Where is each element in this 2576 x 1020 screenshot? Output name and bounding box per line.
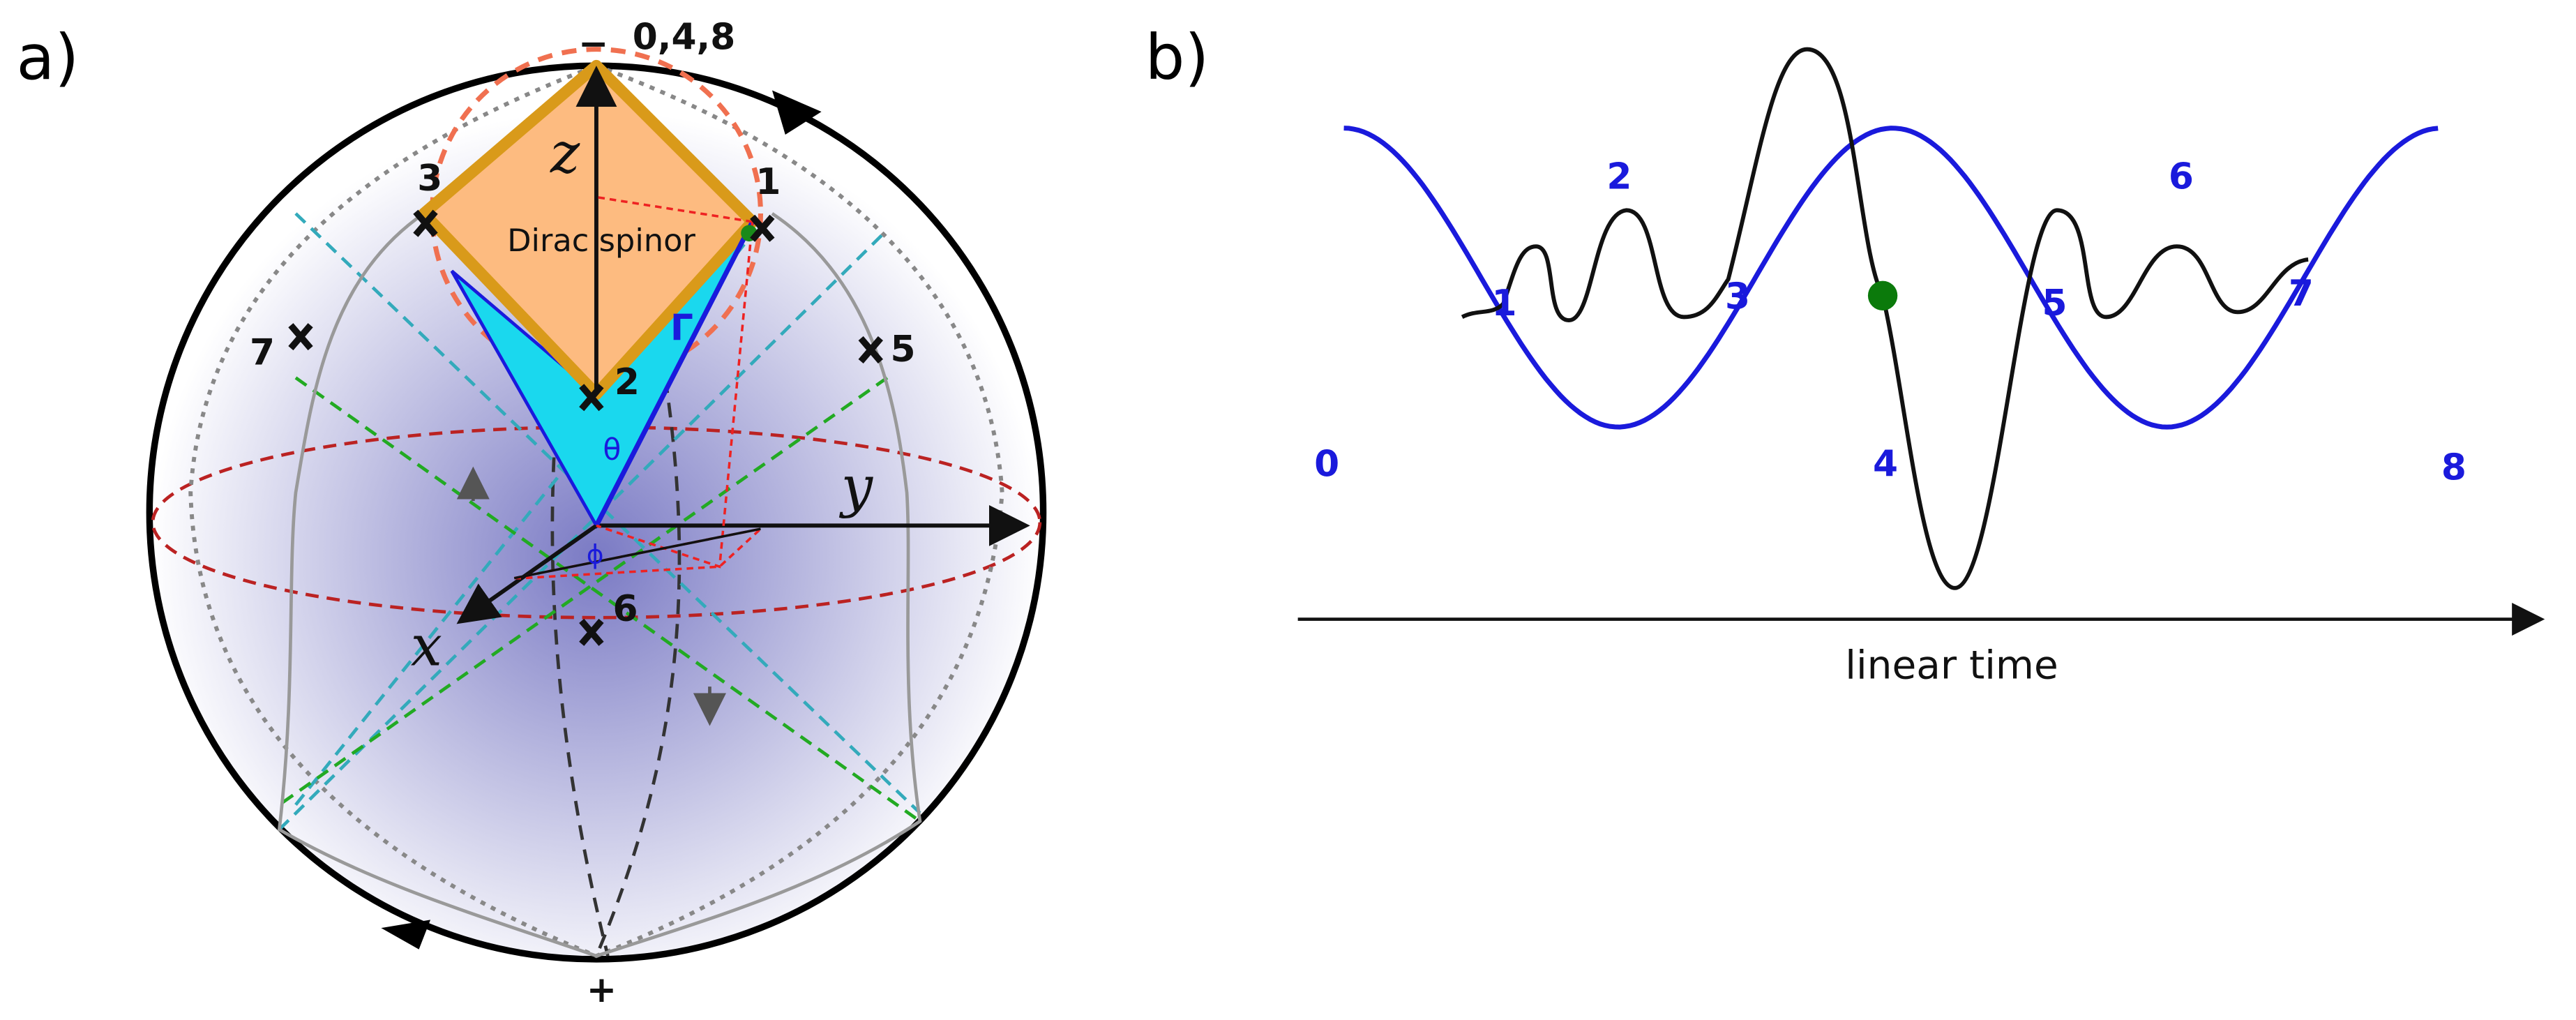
point-label: 3 <box>1725 276 1750 318</box>
panel-label: b) <box>1145 22 1210 94</box>
point-label: 2 <box>615 361 640 403</box>
phi-label: ϕ <box>587 539 604 570</box>
rotation-arrow <box>771 90 822 135</box>
gamma-vector <box>594 220 755 527</box>
bloch-sphere: a) − 0,4,8 + z y x Dirac spinor Γ θ ϕ 1 … <box>17 17 1047 1011</box>
guide-line <box>278 376 921 823</box>
guide-line <box>278 212 921 831</box>
black-wave <box>1461 47 2309 590</box>
axis-label: z <box>550 121 580 186</box>
panel-b: b) linear time 0 1 2 3 4 5 6 7 8 <box>1145 22 2545 688</box>
point-label: 7 <box>250 332 275 374</box>
point-label: 5 <box>891 329 916 370</box>
axis-label: y <box>839 454 874 519</box>
axis-label: x <box>411 613 442 678</box>
gamma-label: Γ <box>670 307 693 349</box>
rotation-arrow <box>381 920 431 950</box>
x-axis <box>456 523 598 624</box>
point-label: 6 <box>2169 156 2194 198</box>
spinor-label: Dirac spinor <box>507 222 695 259</box>
point-label: 5 <box>2042 283 2067 324</box>
theta-label: θ <box>603 433 621 467</box>
plane <box>513 527 761 580</box>
equator <box>151 425 1042 620</box>
wavy-path <box>277 212 922 958</box>
state-dot <box>1867 280 1898 310</box>
panel-label: a) <box>17 22 80 94</box>
point-markers <box>288 209 883 646</box>
pole-sign: + <box>587 969 617 1011</box>
point-label: 3 <box>417 158 442 200</box>
point-label: 1 <box>755 161 781 203</box>
axis-label: linear time <box>1845 643 2058 688</box>
point-label: 0 <box>1314 444 1339 486</box>
point-label: 2 <box>1606 156 1632 198</box>
point-label: 4 <box>1873 444 1898 486</box>
pole-label: 0,4,8 <box>633 17 736 59</box>
point-label: 1 <box>1492 283 1517 324</box>
point-label: 8 <box>2441 447 2466 488</box>
blue-wave <box>1343 126 2439 430</box>
pole-sign: − <box>578 23 608 65</box>
point-label: 7 <box>2289 273 2314 315</box>
point-label: 6 <box>613 588 638 630</box>
